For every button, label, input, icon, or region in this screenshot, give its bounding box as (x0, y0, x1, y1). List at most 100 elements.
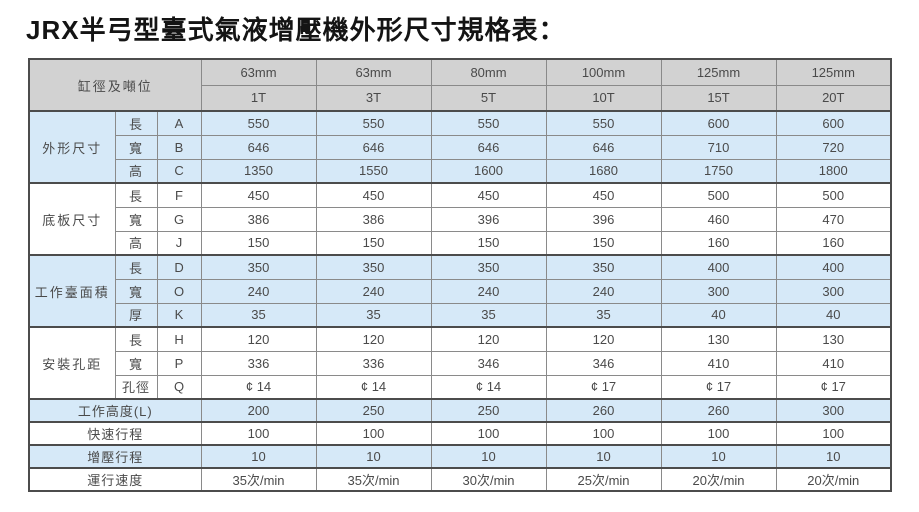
bore-header-cell: 125mm (660, 58, 777, 86)
value-cell: 100 (775, 421, 892, 446)
corner-header-cell: 缸徑及噸位 (28, 58, 202, 112)
table-row: 工作高度(L) 200 250 250 260 260 300 (28, 398, 892, 423)
dimension-label-cell: 寬 (114, 278, 158, 304)
tonnage-header-cell: 20T (775, 84, 892, 112)
value-cell: 240 (545, 278, 662, 304)
tonnage-header-cell: 3T (315, 84, 432, 112)
code-label-cell: O (156, 278, 202, 304)
bore-header-cell: 80mm (430, 58, 547, 86)
value-cell: 130 (660, 326, 777, 352)
value-cell: 120 (430, 326, 547, 352)
dimension-label-cell: 長 (114, 254, 158, 280)
value-cell: 450 (545, 182, 662, 208)
value-cell: 550 (545, 110, 662, 136)
dimension-label-cell: 高 (114, 158, 158, 184)
dimension-label-cell: 高 (114, 230, 158, 256)
value-cell: 410 (775, 350, 892, 376)
value-cell: 260 (545, 398, 662, 423)
value-cell: 35 (200, 302, 317, 328)
table-row: 厚 K 35 35 35 35 40 40 (29, 302, 892, 328)
tonnage-header-cell: 5T (430, 84, 547, 112)
value-cell: 300 (775, 398, 892, 423)
value-cell: 10 (775, 444, 892, 469)
value-cell: 550 (430, 110, 547, 136)
value-cell: 35 (545, 302, 662, 328)
value-cell: 710 (660, 134, 777, 160)
value-cell: 20次/min (660, 467, 777, 492)
summary-row-label: 工作高度(L) (28, 398, 202, 423)
value-cell: 396 (545, 206, 662, 232)
value-cell: 240 (315, 278, 432, 304)
value-cell: 10 (545, 444, 662, 469)
value-cell: 1800 (775, 158, 892, 184)
value-cell: 25次/min (545, 467, 662, 492)
value-cell: 250 (430, 398, 547, 423)
value-cell: 450 (200, 182, 317, 208)
page-title: JRX半弓型臺式氣液增壓機外形尺寸規格表： (26, 15, 566, 45)
dimension-label-cell: 長 (114, 110, 158, 136)
value-cell: 550 (315, 110, 432, 136)
group-label-cell: 底板尺寸 (28, 182, 116, 256)
value-cell: 30次/min (430, 467, 547, 492)
summary-row-label: 快速行程 (28, 421, 202, 446)
bore-header-cell: 63mm (200, 58, 317, 86)
summary-row-label: 運行速度 (28, 467, 202, 492)
value-cell: 35次/min (315, 467, 432, 492)
value-cell: 336 (315, 350, 432, 376)
value-cell: 120 (200, 326, 317, 352)
value-cell: 10 (430, 444, 547, 469)
table-body: 外形尺寸長 A 550 550 550 550 600 600 寬 B 646 646 646 646 71… (28, 110, 892, 492)
table-row: 高 C 1350 1550 1600 1680 1750 1800 (29, 158, 892, 184)
code-label-cell: Q (156, 374, 202, 400)
value-cell: 450 (430, 182, 547, 208)
spec-table: 缸徑及噸位 63mm 63mm 80mm 100mm 125mm 125mm 1T 3T 5T 10… (28, 58, 893, 492)
code-label-cell: A (156, 110, 202, 136)
value-cell: 250 (315, 398, 432, 423)
value-cell: 1550 (315, 158, 432, 184)
value-cell: 600 (775, 110, 892, 136)
value-cell: 200 (200, 398, 317, 423)
dimension-label-cell: 寬 (114, 134, 158, 160)
table-row: 缸徑及噸位 63mm 63mm 80mm 100mm 125mm 125mm (28, 58, 892, 112)
value-cell: 120 (545, 326, 662, 352)
value-cell: 460 (660, 206, 777, 232)
code-label-cell: C (156, 158, 202, 184)
value-cell: 20次/min (775, 467, 892, 492)
table-row: 1T 3T 5T 10T 15T 20T (29, 84, 892, 112)
value-cell: 10 (660, 444, 777, 469)
value-cell: 100 (430, 421, 547, 446)
value-cell: 1750 (660, 158, 777, 184)
value-cell: 346 (545, 350, 662, 376)
group-label-cell: 外形尺寸 (28, 110, 116, 184)
value-cell: 600 (660, 110, 777, 136)
table-row: 外形尺寸長 A 550 550 550 550 600 600 (28, 110, 892, 184)
bore-header-cell: 125mm (775, 58, 892, 86)
value-cell: 500 (660, 182, 777, 208)
dimension-label-cell: 寬 (114, 350, 158, 376)
value-cell: 35 (315, 302, 432, 328)
bore-header-cell: 100mm (545, 58, 662, 86)
bore-header-cell: 63mm (315, 58, 432, 86)
value-cell: 40 (775, 302, 892, 328)
value-cell: ¢ 14 (200, 374, 317, 400)
value-cell: 1600 (430, 158, 547, 184)
table-row: 工作臺面積長 D 350 350 350 350 400 400 (28, 254, 892, 328)
value-cell: 470 (775, 206, 892, 232)
value-cell: 410 (660, 350, 777, 376)
table-row: 孔徑 Q ¢ 14 ¢ 14 ¢ 14 ¢ 17 ¢ 17 ¢ 17 (29, 374, 892, 400)
value-cell: 720 (775, 134, 892, 160)
value-cell: 100 (545, 421, 662, 446)
group-label-cell: 安裝孔距 (28, 326, 116, 400)
value-cell: 386 (315, 206, 432, 232)
code-label-cell: G (156, 206, 202, 232)
dimension-label-cell: 厚 (114, 302, 158, 328)
value-cell: 350 (545, 254, 662, 280)
code-label-cell: K (156, 302, 202, 328)
value-cell: 150 (545, 230, 662, 256)
table-row: 安裝孔距長 H 120 120 120 120 130 130 (28, 326, 892, 400)
summary-row-label: 增壓行程 (28, 444, 202, 469)
value-cell: ¢ 17 (660, 374, 777, 400)
value-cell: 100 (660, 421, 777, 446)
value-cell: ¢ 17 (775, 374, 892, 400)
tonnage-header-cell: 15T (660, 84, 777, 112)
